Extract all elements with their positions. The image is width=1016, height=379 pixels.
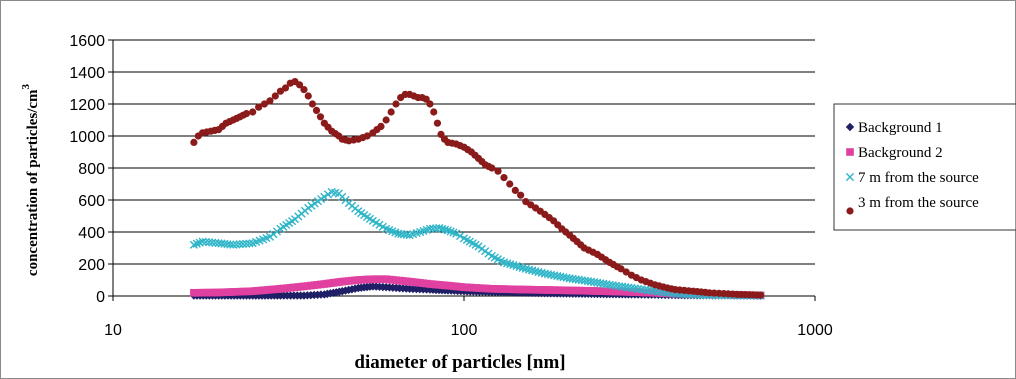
data-point (488, 164, 496, 172)
legend-label: 3 m from the source (858, 195, 979, 211)
data-point (295, 81, 304, 89)
legend-marker (845, 172, 855, 182)
data-point (553, 271, 562, 281)
data-point (556, 272, 565, 281)
data-point (229, 240, 238, 249)
data-point (271, 92, 279, 100)
y-tick-label: 1400 (69, 65, 105, 82)
data-point (426, 100, 434, 108)
data-point (433, 119, 442, 127)
data-point (190, 138, 198, 146)
y-tick-label: 800 (78, 161, 105, 178)
x-tick-label: 100 (451, 322, 478, 339)
data-point (440, 225, 450, 234)
data-point (300, 86, 308, 94)
data-point (255, 103, 263, 111)
legend-marker (845, 122, 855, 132)
data-point (593, 278, 602, 287)
legend-label: 7 m from the source (858, 170, 979, 186)
data-point (242, 239, 251, 248)
data-point (382, 116, 390, 124)
data-point (546, 270, 556, 279)
data-point (559, 273, 568, 282)
data-point (599, 279, 608, 288)
data-point (304, 92, 312, 100)
legend-label: Background 1 (858, 120, 943, 136)
data-point (312, 106, 321, 114)
y-tick-label: 0 (96, 289, 105, 306)
data-point (586, 277, 596, 286)
data-point (392, 100, 400, 108)
legend-item: Background 2 (846, 145, 943, 161)
data-point (550, 271, 559, 280)
data-point (596, 279, 605, 288)
x-tick-label: 10 (104, 322, 122, 339)
legend-item: Background 1 (845, 120, 943, 136)
data-point (266, 97, 274, 105)
y-tick-label: 200 (78, 257, 105, 274)
y-tick-label: 600 (78, 193, 105, 210)
data-point (260, 100, 269, 108)
data-point (232, 240, 241, 249)
y-tick-label: 1000 (69, 129, 105, 146)
legend-item: 3 m from the source (846, 195, 979, 215)
data-point (249, 108, 257, 116)
data-point (757, 291, 765, 299)
data-point (387, 108, 395, 116)
data-point (602, 280, 611, 289)
y-tick-label: 400 (78, 225, 105, 242)
legend-item: 7 m from the source (845, 170, 979, 186)
y-tick-label: 1200 (69, 97, 105, 114)
x-axis-ticks: 10 100 1000 (104, 296, 833, 339)
data-point (452, 229, 461, 238)
data-point (316, 113, 325, 121)
data-point (363, 132, 371, 140)
data-point (308, 100, 317, 108)
y-tick-label: 1600 (69, 33, 105, 50)
data-point (589, 278, 599, 287)
series-2 (189, 187, 765, 300)
data-point (438, 224, 447, 233)
x-axis-label: diameter of particles [nm] (354, 352, 565, 373)
data-point (323, 190, 333, 199)
x-tick-label: 1000 (797, 322, 833, 339)
data-point (235, 240, 244, 249)
legend-marker (846, 207, 854, 215)
legend-box (833, 103, 1016, 231)
series-3 (190, 78, 765, 299)
data-point (238, 239, 248, 249)
data-point (430, 108, 438, 116)
data-point (281, 84, 290, 92)
data-point (517, 191, 525, 199)
legend: Background 1 Background 2 7 m from the sou… (833, 103, 1016, 231)
data-point (435, 223, 444, 233)
data-point (624, 283, 633, 292)
plot-area (189, 78, 765, 300)
data-point (617, 265, 625, 273)
data-point (455, 231, 465, 241)
data-point (494, 167, 502, 175)
data-point (226, 240, 235, 249)
data-point (242, 110, 251, 118)
data-point (511, 186, 519, 194)
gridlines (113, 39, 815, 265)
legend-label: Background 2 (858, 145, 943, 161)
data-point (540, 269, 549, 278)
legend-marker (846, 148, 854, 156)
data-point (506, 180, 514, 188)
data-point (622, 268, 630, 276)
data-point (377, 122, 385, 130)
data-point (500, 174, 508, 182)
data-point (245, 239, 254, 248)
data-point (320, 192, 329, 201)
data-point (422, 95, 430, 103)
y-axis-ticks: 0 200 400 600 800 1000 1200 1400 1600 (69, 33, 113, 306)
y-axis-label: concentration of particles/cm3 (20, 83, 41, 276)
data-point (543, 270, 553, 279)
